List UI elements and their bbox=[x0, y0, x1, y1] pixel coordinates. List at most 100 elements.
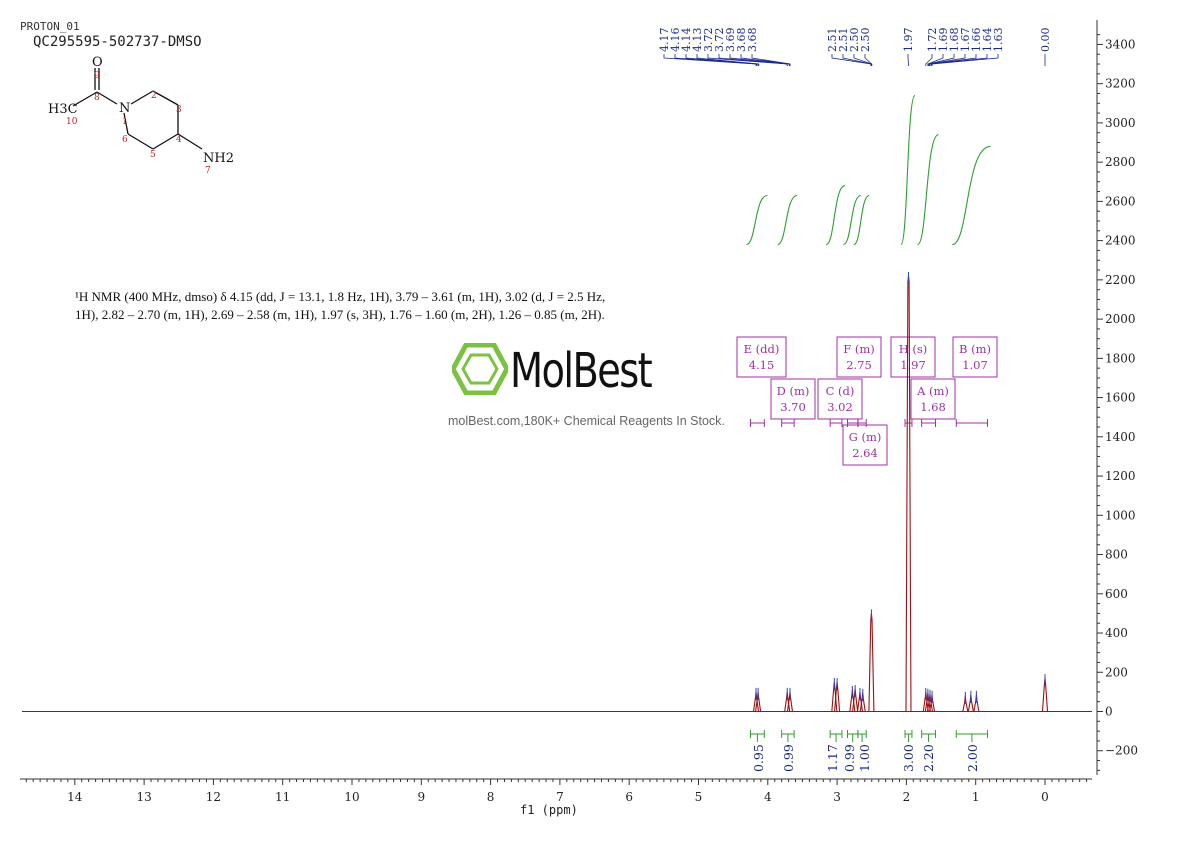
multiplet-shift: 1.07 bbox=[962, 358, 988, 372]
molbest-logo-icon bbox=[452, 343, 508, 395]
multiplet-label: E (dd) bbox=[744, 342, 780, 356]
peak-label-connector bbox=[864, 54, 873, 66]
atom-o: O bbox=[92, 55, 103, 70]
nmr-description-line-2: 1H), 2.82 – 2.70 (m, 1H), 2.69 – 2.58 (m… bbox=[75, 307, 605, 322]
atom-num-7: 7 bbox=[205, 166, 211, 176]
integral-curve bbox=[900, 94, 916, 246]
atom-num-2: 2 bbox=[151, 91, 157, 101]
multiplet-box bbox=[910, 378, 956, 420]
integral-value: 3.00 bbox=[901, 744, 916, 772]
y-tick-label: 2000 bbox=[1105, 312, 1136, 326]
nmr-description-line-1: ¹H NMR (400 MHz, dmso) δ 4.15 (dd, J = 1… bbox=[75, 289, 606, 304]
atom-n: N bbox=[119, 101, 130, 116]
peak-label: 3.72 bbox=[713, 28, 726, 53]
y-tick-label: 200 bbox=[1105, 665, 1128, 679]
watermark-name: MolBest bbox=[510, 343, 653, 399]
y-tick-label: 3200 bbox=[1105, 77, 1136, 91]
multiplet-box bbox=[836, 336, 882, 378]
multiplet-box bbox=[952, 336, 998, 378]
peak-label-connector bbox=[931, 54, 999, 66]
multiplet-shift: 2.75 bbox=[846, 358, 872, 372]
peak-label-connector bbox=[928, 54, 955, 66]
peak-label: 3.68 bbox=[735, 28, 748, 53]
spectrum-peak bbox=[868, 613, 875, 712]
multiplet-shift: 3.70 bbox=[780, 400, 806, 414]
peak-label-connector bbox=[930, 54, 988, 66]
x-tick-label: 0 bbox=[1041, 790, 1049, 804]
atom-num-6: 6 bbox=[122, 135, 128, 145]
multiplet-shift: 1.97 bbox=[900, 358, 926, 372]
molecule-structure: O H3C N NH2 9 8 10 1 2 3 4 5 6 7 bbox=[48, 55, 234, 176]
y-tick-label: 2400 bbox=[1105, 234, 1136, 248]
multiplet-label: B (m) bbox=[959, 342, 991, 356]
multiplet-label: A (m) bbox=[916, 384, 949, 398]
multiplet-label: F (m) bbox=[843, 342, 875, 356]
peak-label-connector bbox=[925, 54, 933, 66]
x-tick-label: 13 bbox=[136, 790, 151, 804]
multiplet-box bbox=[770, 378, 816, 420]
integral-value: 0.95 bbox=[751, 744, 766, 772]
peak-label: 4.13 bbox=[691, 28, 704, 53]
x-tick-label: 12 bbox=[206, 790, 221, 804]
peak-label: 1.66 bbox=[970, 28, 983, 53]
peak-label: 0.00 bbox=[1039, 28, 1052, 53]
x-tick-label: 3 bbox=[833, 790, 841, 804]
y-tick-label: 400 bbox=[1105, 626, 1128, 640]
multiplet-shift: 2.64 bbox=[852, 446, 878, 460]
peak-label-connector bbox=[853, 54, 873, 66]
y-tick-label: 1000 bbox=[1105, 508, 1136, 522]
peak-label-connector bbox=[729, 54, 790, 66]
peak-label-connector bbox=[842, 54, 872, 66]
y-tick-label: 1800 bbox=[1105, 351, 1136, 365]
atom-num-9: 9 bbox=[94, 71, 100, 81]
peak-label: 1.97 bbox=[902, 28, 915, 53]
x-tick-label: 11 bbox=[275, 790, 290, 804]
peak-label-connector bbox=[696, 54, 760, 66]
atom-num-4: 4 bbox=[176, 135, 182, 145]
x-tick-label: 9 bbox=[417, 790, 425, 804]
sample-id: QC295595-502737-DMSO bbox=[33, 34, 202, 50]
peak-label: 2.50 bbox=[859, 28, 872, 53]
peak-label: 3.68 bbox=[746, 28, 759, 53]
atom-num-1: 1 bbox=[122, 117, 128, 127]
atom-num-8: 8 bbox=[94, 93, 100, 103]
integral-value: 0.99 bbox=[842, 744, 857, 772]
x-tick-label: 6 bbox=[625, 790, 633, 804]
x-tick-label: 4 bbox=[764, 790, 772, 804]
multiplet-box bbox=[736, 336, 787, 378]
y-tick-label: 800 bbox=[1105, 548, 1128, 562]
integral-curve bbox=[853, 194, 870, 246]
integral-value: 1.17 bbox=[825, 744, 840, 772]
y-tick-label: 0 bbox=[1105, 705, 1113, 719]
multiplet-label: H (s) bbox=[899, 342, 928, 356]
atom-nh2: NH2 bbox=[203, 151, 234, 166]
atom-h3c: H3C bbox=[48, 102, 78, 117]
integral-curve bbox=[746, 194, 768, 246]
multiplet-label: C (d) bbox=[826, 384, 855, 398]
integral-curve bbox=[825, 185, 846, 246]
integral-curve bbox=[952, 145, 991, 246]
integral-value: 1.00 bbox=[857, 744, 872, 772]
integral-curve bbox=[917, 134, 939, 246]
peak-label: 4.16 bbox=[669, 28, 682, 53]
peak-label: 1.69 bbox=[937, 28, 950, 53]
y-tick-label: 600 bbox=[1105, 587, 1128, 601]
y-tick-label: 1200 bbox=[1105, 469, 1136, 483]
peak-label-connector bbox=[674, 54, 758, 66]
x-tick-label: 14 bbox=[67, 790, 83, 804]
multiplet-box bbox=[842, 424, 888, 466]
x-tick-label: 5 bbox=[695, 790, 703, 804]
multiplet-label: D (m) bbox=[777, 384, 810, 398]
peak-label-connector bbox=[927, 54, 944, 66]
watermark-tagline: molBest.com,180K+ Chemical Reagents In S… bbox=[448, 414, 725, 428]
multiplet-box bbox=[890, 336, 936, 378]
multiplet-box bbox=[817, 378, 863, 420]
x-tick-label: 1 bbox=[972, 790, 980, 804]
atom-num-10: 10 bbox=[66, 117, 78, 127]
peak-label-connector bbox=[663, 54, 757, 66]
atom-num-5: 5 bbox=[150, 150, 156, 160]
peak-label: 1.64 bbox=[981, 28, 994, 53]
integral-value: 0.99 bbox=[781, 744, 796, 772]
nmr-description: ¹H NMR (400 MHz, dmso) δ 4.15 (dd, J = 1… bbox=[75, 288, 635, 324]
